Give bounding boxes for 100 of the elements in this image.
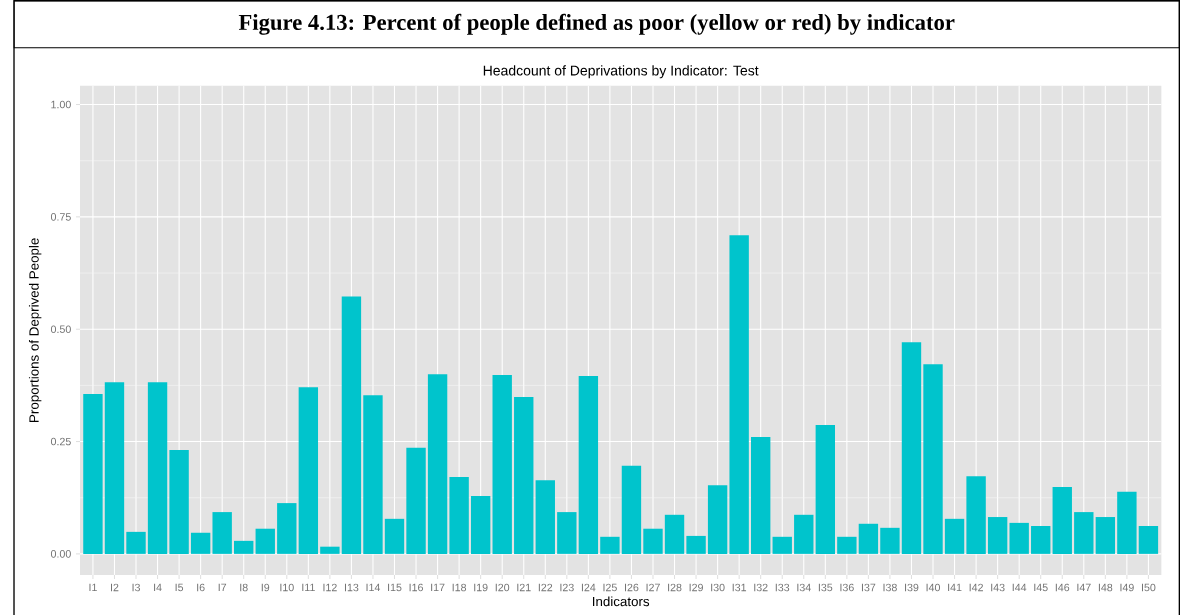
chart-title: Figure 4.13: Percent of people defined as poor (yellow or red) by indicator — [238, 13, 955, 35]
bar — [1074, 512, 1094, 554]
x-tick-label: I41 — [948, 583, 962, 592]
bar — [1009, 522, 1029, 554]
bar — [126, 531, 146, 554]
x-tick-label: I22 — [538, 583, 553, 592]
x-tick-label: I18 — [452, 583, 467, 592]
bar — [794, 514, 814, 554]
bar — [1031, 526, 1051, 554]
bar — [470, 495, 491, 554]
bar — [514, 397, 534, 554]
x-tick-label: I17 — [431, 583, 445, 592]
x-tick-label: I2 — [111, 583, 119, 592]
x-axis-title: Indicators — [593, 596, 650, 607]
bar — [837, 536, 857, 554]
bar — [406, 447, 426, 554]
x-tick-label: I11 — [302, 583, 315, 592]
bar — [621, 465, 642, 554]
x-tick-label: I24 — [581, 583, 596, 592]
x-tick-label: I25 — [603, 583, 617, 592]
bar — [729, 235, 749, 554]
x-tick-label: I43 — [991, 583, 1005, 592]
x-tick-label: I5 — [175, 583, 184, 592]
x-tick-label: I23 — [560, 583, 574, 592]
y-tick-label: 1.00 — [51, 100, 71, 109]
x-tick-label: I15 — [388, 583, 402, 592]
bar — [987, 517, 1008, 554]
x-tick-label: I35 — [818, 583, 833, 592]
bar — [83, 393, 103, 554]
bar — [643, 528, 663, 554]
x-tick-label: I9 — [261, 583, 270, 592]
x-tick-label: I26 — [625, 583, 639, 592]
bar — [772, 536, 792, 554]
x-tick-label: I28 — [668, 583, 682, 592]
bar — [966, 476, 986, 554]
x-tick-label: I8 — [240, 583, 248, 592]
bar — [169, 450, 189, 554]
bar — [277, 503, 297, 554]
x-tick-label: I3 — [132, 583, 140, 592]
x-tick-label: I42 — [969, 583, 983, 592]
x-tick-label: I49 — [1120, 583, 1134, 592]
bar — [557, 512, 577, 554]
x-tick-label: I48 — [1098, 583, 1113, 592]
x-tick-label: I31 — [732, 583, 747, 592]
x-tick-label: I33 — [775, 583, 790, 592]
x-tick-label: I40 — [926, 583, 941, 592]
bar — [104, 382, 125, 554]
bar — [858, 523, 879, 554]
x-tick-label: I32 — [754, 583, 768, 592]
x-tick-label: I16 — [409, 583, 423, 592]
bar — [234, 540, 254, 554]
y-tick-label: 0.25 — [50, 437, 71, 446]
x-tick-label: I6 — [197, 583, 205, 592]
bar — [147, 382, 168, 554]
x-tick-label: I45 — [1034, 583, 1048, 592]
y-tick-label: 0.00 — [50, 550, 71, 558]
bar — [535, 480, 555, 554]
bar — [1095, 517, 1116, 554]
x-tick-label: I39 — [905, 583, 919, 592]
x-tick-label: I37 — [861, 583, 876, 592]
x-tick-label: I46 — [1055, 583, 1070, 592]
x-tick-label: I20 — [495, 583, 510, 592]
bar — [944, 518, 965, 554]
bar — [923, 364, 943, 554]
x-tick-label: I47 — [1077, 583, 1091, 592]
x-tick-label: I36 — [840, 583, 854, 592]
bar — [664, 514, 685, 554]
x-tick-label: I34 — [797, 583, 811, 592]
bar — [578, 375, 599, 554]
chart-subtitle: Headcount of Deprivations by Indicator: Test — [483, 65, 759, 79]
x-tick-label: I29 — [689, 583, 703, 592]
y-tick-label: 0.50 — [50, 325, 71, 333]
bar — [384, 518, 405, 554]
bar — [880, 527, 900, 554]
bar — [686, 535, 706, 554]
x-tick-label: I21 — [517, 583, 531, 592]
bar — [707, 485, 728, 554]
bar — [320, 546, 340, 554]
x-tick-label: I7 — [218, 583, 227, 592]
bar — [1052, 486, 1072, 554]
bar — [751, 437, 771, 554]
x-tick-label: I38 — [883, 583, 897, 592]
x-tick-label: I44 — [1012, 583, 1027, 592]
bar — [600, 536, 620, 554]
y-tick-label: 0.75 — [50, 213, 71, 221]
x-tick-label: I4 — [154, 583, 162, 592]
x-tick-label: I13 — [344, 583, 359, 592]
bar — [427, 374, 448, 554]
bar — [492, 375, 512, 554]
bar — [190, 532, 211, 554]
bar — [298, 387, 319, 554]
x-tick-label: I30 — [711, 583, 725, 592]
x-tick-label: I19 — [474, 583, 488, 592]
bar — [901, 342, 922, 554]
x-tick-label: I1 — [89, 583, 97, 592]
y-axis-title: Proportions of Deprived People — [28, 238, 42, 422]
bar — [255, 528, 275, 554]
bar — [212, 512, 232, 554]
bar — [449, 477, 469, 554]
x-tick-label: I10 — [280, 583, 294, 592]
